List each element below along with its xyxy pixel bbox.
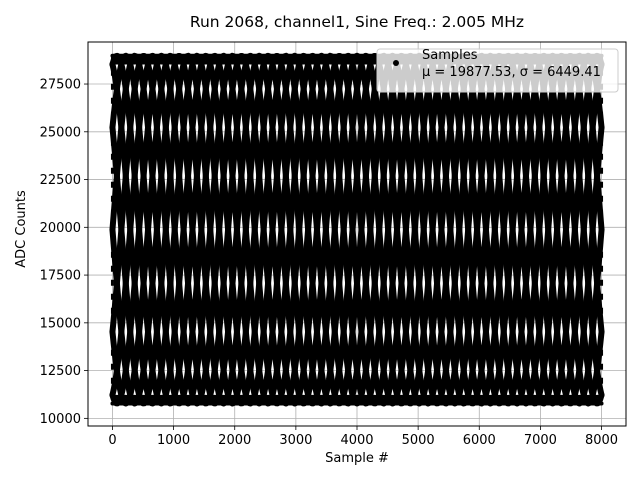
y-tick-label: 17500 [40,269,81,284]
y-tick-label: 25000 [40,125,81,140]
legend-stats: μ = 19877.53, σ = 6449.41 [422,65,601,80]
y-tick-label: 22500 [40,173,81,188]
y-tick-label: 27500 [40,78,81,93]
legend-box [376,48,619,93]
x-tick-label: 3000 [279,433,312,448]
y-tick-label: 12500 [40,364,81,379]
sample-envelope-curve [109,52,605,407]
sample-points [109,52,605,407]
chart-title: Run 2068, channel1, Sine Freq.: 2.005 MH… [190,13,524,31]
x-tick-label: 6000 [463,433,496,448]
y-axis-label: ADC Counts [14,190,29,268]
x-tick-label: 1000 [157,433,190,448]
legend: Samples μ = 19877.53, σ = 6449.41 [376,48,619,93]
x-tick-label: 0 [108,433,116,448]
legend-marker-samples [393,60,399,66]
x-tick-label: 2000 [218,433,251,448]
x-tick-label: 8000 [585,433,618,448]
y-axis-ticks: 10000 12500 15000 17500 20000 22500 25000 27500 [40,78,88,427]
x-tick-label: 5000 [402,433,435,448]
x-axis-ticks: 0 1000 2000 3000 4000 5000 6000 7000 8000 [108,426,618,448]
x-tick-label: 4000 [340,433,373,448]
y-tick-label: 15000 [40,316,81,331]
legend-label-samples: Samples [422,48,478,63]
x-axis-label: Sample # [325,451,389,466]
x-tick-label: 7000 [524,433,557,448]
y-tick-label: 20000 [40,221,81,236]
y-tick-label: 10000 [40,412,81,427]
